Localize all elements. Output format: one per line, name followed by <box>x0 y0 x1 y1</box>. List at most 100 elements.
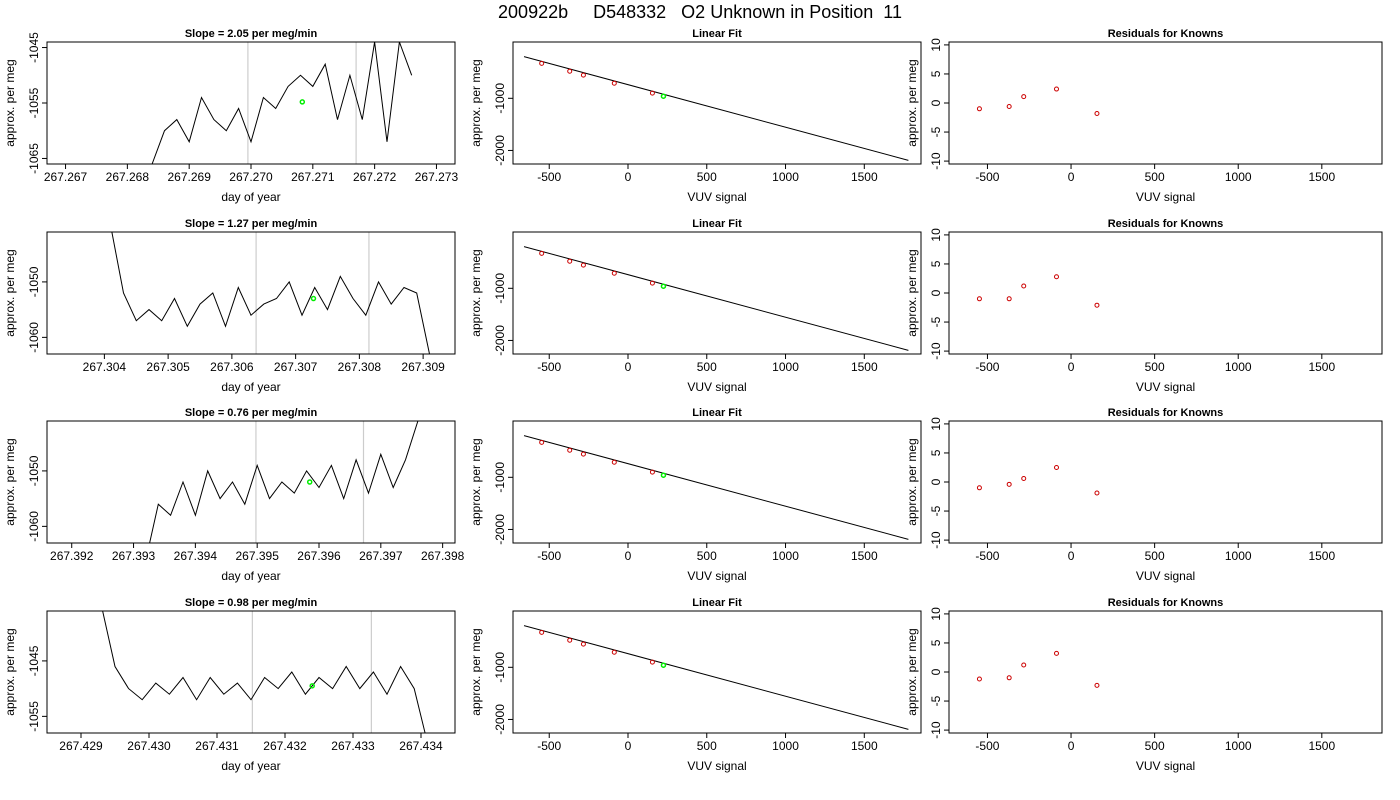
x-tick-label: 267.397 <box>359 549 403 563</box>
panel-time-1: Slope = 1.27 per meg/min day of year appro… <box>3 218 456 394</box>
data-point <box>1021 283 1027 289</box>
y-tick-label: -2000 <box>493 135 507 166</box>
y-tick-label: -1045 <box>27 645 41 676</box>
x-tick-label: 267.392 <box>50 549 94 563</box>
x-axis-label: VUV signal <box>687 569 746 583</box>
x-tick-label: 1000 <box>772 549 799 563</box>
x-tick-label: 267.308 <box>338 360 382 374</box>
data-point <box>567 637 573 643</box>
y-axis-label: approx. per meg <box>3 59 17 146</box>
panel-resid-1: Residuals for Knowns VUV signal approx. pe… <box>905 218 1383 394</box>
x-axis-label: VUV signal <box>1136 190 1195 204</box>
y-tick-label: 0 <box>929 668 943 675</box>
plot-area <box>111 232 430 354</box>
x-axis-label: day of year <box>221 569 280 583</box>
panel-title: Residuals for Knowns <box>1108 28 1224 40</box>
plot-area <box>523 625 909 730</box>
y-tick-label: -2000 <box>493 325 507 356</box>
data-point <box>567 258 573 264</box>
panel-title: Slope = 1.27 per meg/min <box>185 218 318 230</box>
y-axis-label: approx. per meg <box>905 628 919 715</box>
plot-area <box>976 650 1100 688</box>
panel-resid-3: Residuals for Knowns VUV signal approx. pe… <box>905 597 1383 773</box>
y-tick-label: -10 <box>929 531 943 549</box>
data-point <box>649 659 655 665</box>
panel-fit-2: Linear Fit VUV signal approx. per meg -500 0… <box>469 407 922 583</box>
panel-fit-0: Linear Fit VUV signal approx. per meg -500 0… <box>469 28 922 204</box>
y-tick-label: -1045 <box>27 32 41 63</box>
panel-fit-1: Linear Fit VUV signal approx. per meg -500 0… <box>469 218 922 394</box>
plot-area <box>976 464 1100 496</box>
y-tick-label: 0 <box>929 289 943 296</box>
plot-frame <box>512 41 922 165</box>
x-axis-label: VUV signal <box>1136 759 1195 773</box>
x-tick-label: 267.305 <box>146 360 190 374</box>
x-axis-label: day of year <box>221 759 280 773</box>
data-point <box>611 80 617 86</box>
x-tick-label: 267.393 <box>112 549 156 563</box>
data-point <box>580 262 586 268</box>
x-tick-label: 267.306 <box>210 360 254 374</box>
panel-title: Residuals for Knowns <box>1108 407 1224 419</box>
x-tick-label: 1000 <box>772 170 799 184</box>
x-tick-label: 1500 <box>1308 360 1335 374</box>
y-tick-label: 5 <box>929 260 943 267</box>
data-point <box>1094 682 1100 688</box>
x-tick-label: 267.394 <box>174 549 218 563</box>
panel-resid-2: Residuals for Knowns VUV signal approx. pe… <box>905 407 1383 583</box>
panel-title: Residuals for Knowns <box>1108 218 1224 230</box>
data-point <box>539 629 545 635</box>
y-axis-label: approx. per meg <box>905 438 919 525</box>
plot-area <box>151 42 413 164</box>
x-tick-label: 267.273 <box>415 170 459 184</box>
y-tick-label: 10 <box>929 228 943 242</box>
x-tick-label: 267.433 <box>331 739 375 753</box>
data-point <box>567 447 573 453</box>
y-tick-label: 5 <box>929 70 943 77</box>
y-tick-label: -1055 <box>27 701 41 732</box>
plot-area <box>102 611 426 733</box>
x-tick-label: 0 <box>625 739 632 753</box>
data-point <box>1006 675 1012 681</box>
plot-frame <box>46 231 456 355</box>
x-tick-label: -500 <box>537 549 561 563</box>
x-tick-label: 267.271 <box>291 170 335 184</box>
panel-time-0: Slope = 2.05 per meg/min day of year appro… <box>3 28 458 204</box>
x-tick-label: 1500 <box>1308 170 1335 184</box>
x-tick-label: 1500 <box>1308 739 1335 753</box>
data-point <box>1021 476 1027 482</box>
x-tick-label: 0 <box>1068 549 1075 563</box>
y-axis-label: approx. per meg <box>3 249 17 336</box>
y-tick-label: -1000 <box>493 273 507 304</box>
y-axis-label: approx. per meg <box>469 628 483 715</box>
plot-frame <box>46 41 456 165</box>
x-axis-label: VUV signal <box>1136 380 1195 394</box>
x-tick-label: 267.398 <box>421 549 465 563</box>
y-tick-label: -5 <box>929 505 943 516</box>
figure-title: 200922b D548332 O2 Unknown in Position 1… <box>498 2 902 22</box>
x-tick-label: 500 <box>1145 360 1165 374</box>
data-point <box>1006 481 1012 487</box>
unknown-point <box>299 99 306 105</box>
x-tick-label: 1000 <box>772 739 799 753</box>
plot-frame <box>512 610 922 734</box>
x-tick-label: 267.309 <box>401 360 445 374</box>
x-tick-label: 0 <box>1068 360 1075 374</box>
x-tick-label: 1500 <box>851 360 878 374</box>
y-tick-label: 0 <box>929 478 943 485</box>
x-tick-label: 0 <box>1068 170 1075 184</box>
x-tick-label: 1500 <box>1308 549 1335 563</box>
plot-area <box>523 246 909 351</box>
y-tick-label: -2000 <box>493 514 507 545</box>
y-tick-label: -5 <box>929 316 943 327</box>
panel-time-3: Slope = 0.98 per meg/min day of year appro… <box>3 597 456 773</box>
unknown-point <box>310 295 317 302</box>
y-tick-label: -2000 <box>493 704 507 735</box>
x-tick-label: -500 <box>975 739 999 753</box>
x-tick-label: 267.267 <box>44 170 88 184</box>
x-axis-label: day of year <box>221 190 280 204</box>
data-point <box>649 469 655 475</box>
panel-title: Residuals for Knowns <box>1108 597 1224 609</box>
y-tick-label: -1000 <box>493 652 507 683</box>
